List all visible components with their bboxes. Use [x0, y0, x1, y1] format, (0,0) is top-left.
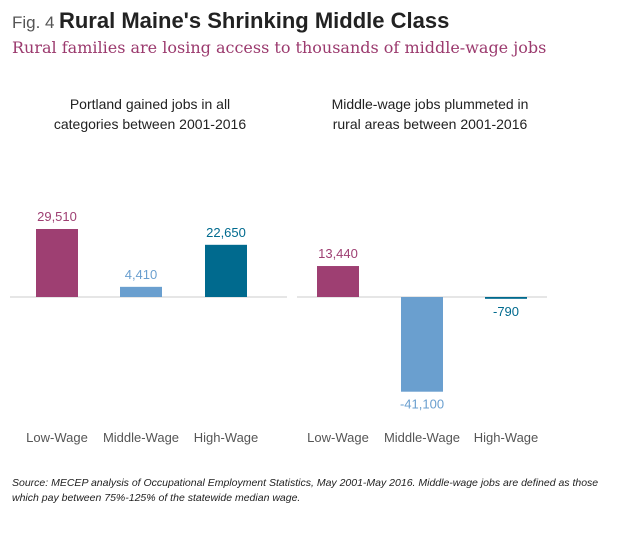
right-chart-title-line-2: rural areas between 2001-2016 [332, 116, 528, 132]
left-chart-title-line-1: Portland gained jobs in all [69, 96, 231, 112]
figure-subtitle: Rural families are losing access to thou… [12, 38, 547, 57]
left-value-label-low-wage: 29,510 [37, 209, 77, 224]
left-category-label-middle-wage: Middle-Wage [103, 430, 179, 445]
charts-canvas: 29,510 Low-Wage 4,410 Middle-Wage 22,650 High… [10, 209, 547, 445]
figure-number: Fig. 4 [12, 13, 55, 32]
right-bar-low-wage [317, 266, 359, 297]
figure-title: Rural Maine's Shrinking Middle Class [58, 8, 450, 33]
right-category-label-middle-wage: Middle-Wage [384, 430, 460, 445]
right-chart-title-line-1: Middle-wage jobs plummeted in [331, 96, 529, 112]
left-chart-title: Portland gained jobs in all categories b… [15, 94, 285, 134]
left-value-label-middle-wage: 4,410 [125, 267, 158, 282]
left-bar-high-wage [205, 244, 247, 297]
figure-title-line: Fig. 4 Rural Maine's Shrinking Middle Cl… [12, 8, 546, 34]
left-bar-low-wage [36, 229, 78, 297]
right-bar-middle-wage [401, 297, 443, 392]
right-value-label-middle-wage: -41,100 [400, 397, 444, 412]
left-value-label-high-wage: 22,650 [206, 225, 246, 240]
right-category-label-low-wage: Low-Wage [307, 430, 369, 445]
right-chart-title: Middle-wage jobs plummeted in rural area… [300, 94, 560, 134]
right-value-label-high-wage: -790 [493, 304, 519, 319]
left-chart-title-line-2: categories between 2001-2016 [53, 116, 247, 132]
left-category-label-high-wage: High-Wage [194, 430, 259, 445]
right-category-label-high-wage: High-Wage [474, 430, 539, 445]
left-bar-middle-wage [120, 286, 162, 297]
right-bar-high-wage [485, 297, 527, 299]
figure-header: Fig. 4 Rural Maine's Shrinking Middle Cl… [12, 8, 546, 57]
left-category-label-low-wage: Low-Wage [26, 430, 88, 445]
source-note: Source: MECEP analysis of Occupational E… [12, 477, 599, 504]
right-value-label-low-wage: 13,440 [318, 246, 358, 261]
